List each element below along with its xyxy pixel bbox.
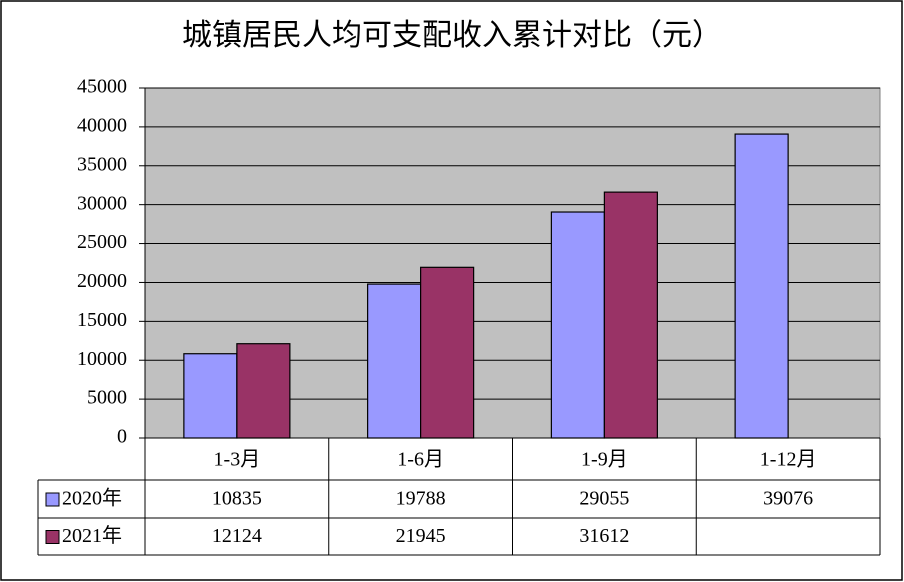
legend-swatch	[45, 530, 60, 544]
y-tick-label: 20000	[77, 270, 127, 292]
bar	[734, 133, 789, 439]
table-value: 29055	[579, 488, 629, 510]
bar	[367, 283, 422, 439]
bar	[420, 266, 475, 439]
bar	[550, 211, 605, 439]
bar	[236, 343, 291, 439]
legend-label: 2021年	[62, 524, 122, 547]
table-value: 19788	[396, 488, 446, 510]
legend-label: 2020年	[62, 487, 122, 510]
table-value: 12124	[212, 525, 262, 547]
y-tick-label: 30000	[77, 192, 127, 214]
chart-title: 城镇居民人均可支配收入累计对比（元）	[182, 19, 722, 52]
y-tick-label: 5000	[87, 387, 127, 409]
legend-swatch	[45, 492, 60, 507]
table-value: 10835	[212, 488, 262, 510]
y-tick-label: 45000	[77, 76, 127, 98]
y-tick-label: 10000	[77, 348, 127, 370]
x-tick-label: 1-6月	[397, 449, 444, 471]
x-tick-label: 1-3月	[214, 449, 261, 471]
bar	[183, 353, 238, 439]
y-tick-label: 0	[117, 426, 127, 448]
table-value: 21945	[396, 525, 446, 547]
x-tick-label: 1-9月	[581, 449, 628, 471]
y-tick-label: 25000	[77, 231, 127, 253]
table-value: 31612	[579, 525, 629, 547]
bar	[603, 191, 658, 439]
y-tick-label: 15000	[77, 309, 127, 331]
y-tick-label: 40000	[77, 114, 127, 136]
table-value: 39076	[763, 488, 813, 510]
x-tick-label: 1-12月	[760, 449, 817, 471]
y-tick-label: 35000	[77, 153, 127, 175]
